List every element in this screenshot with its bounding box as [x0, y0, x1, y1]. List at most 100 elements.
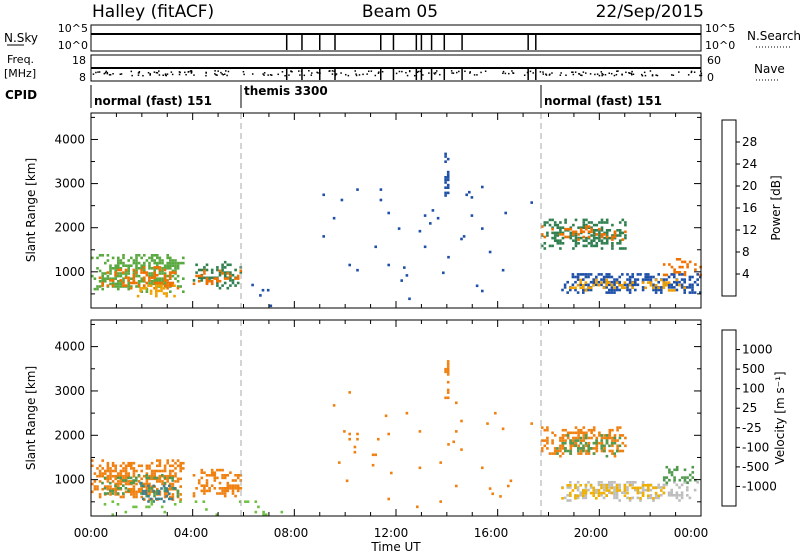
data-cell	[569, 494, 572, 497]
data-cell	[675, 496, 679, 500]
data-cell	[543, 242, 547, 245]
data-cell	[670, 473, 674, 477]
data-cell	[176, 480, 180, 483]
nave-point	[291, 70, 293, 73]
data-cell	[597, 483, 601, 487]
data-cell	[641, 481, 645, 484]
data-cell	[168, 276, 172, 280]
data-cell	[540, 225, 544, 228]
data-cell	[585, 236, 588, 240]
data-cell	[556, 231, 560, 235]
data-cell	[582, 496, 585, 500]
nave-point	[190, 72, 193, 74]
data-cell	[130, 461, 133, 465]
nave-point	[185, 73, 187, 76]
data-cell	[127, 287, 130, 291]
data-cell	[561, 436, 565, 440]
data-cell	[231, 484, 235, 487]
data-cell	[163, 464, 167, 468]
data-cell	[122, 479, 125, 482]
data-cell	[618, 229, 622, 232]
data-cell	[455, 401, 458, 405]
data-cell	[584, 496, 588, 500]
data-cell	[127, 476, 130, 480]
data-cell	[142, 492, 145, 495]
data-cell	[127, 264, 130, 267]
data-cell	[626, 283, 629, 287]
data-cell	[166, 286, 169, 290]
data-cell	[569, 491, 572, 495]
data-cell	[605, 441, 609, 445]
nave-point	[347, 74, 350, 77]
data-cell	[179, 461, 182, 465]
data-cell	[127, 259, 130, 262]
data-cell	[119, 261, 123, 265]
nave-point	[484, 70, 487, 72]
data-cell	[213, 487, 217, 490]
nave-point	[335, 73, 337, 76]
data-cell	[140, 267, 143, 270]
data-cell	[608, 486, 611, 489]
data-cell	[119, 474, 123, 478]
nave-point	[598, 74, 601, 77]
data-cell	[644, 278, 647, 281]
colorbar-tick-label: 25	[742, 401, 757, 415]
data-cell	[608, 434, 612, 437]
data-cell	[572, 230, 575, 234]
data-cell	[119, 274, 123, 278]
data-cell	[611, 244, 614, 248]
data-cell	[117, 287, 120, 291]
nave-point	[406, 74, 409, 77]
data-cell	[166, 284, 169, 287]
data-cell	[148, 261, 151, 265]
data-cell	[390, 471, 393, 475]
data-cell	[194, 500, 198, 503]
nsky-left-tick-top: 10^5	[58, 22, 88, 35]
data-cell	[603, 236, 606, 240]
data-cell	[101, 281, 104, 285]
nave-point	[263, 74, 265, 76]
data-cell	[153, 494, 156, 498]
data-cell	[675, 494, 679, 497]
data-cell	[223, 273, 227, 277]
data-cell	[166, 474, 169, 478]
data-cell	[680, 278, 684, 281]
data-cell	[182, 261, 185, 265]
nave-point	[137, 74, 140, 76]
nave-point	[464, 70, 466, 73]
data-cell	[600, 481, 603, 484]
data-cell	[158, 256, 162, 260]
data-cell	[696, 283, 699, 287]
data-cell	[654, 486, 658, 490]
data-cell	[668, 478, 671, 482]
data-cell	[582, 291, 585, 294]
data-cell	[595, 229, 599, 232]
data-cell	[218, 273, 222, 277]
data-cell	[587, 275, 590, 279]
nave-point	[656, 74, 659, 77]
data-cell	[673, 275, 676, 279]
nave-point	[582, 71, 585, 73]
nave-point	[551, 72, 553, 74]
data-cell	[460, 448, 463, 451]
data-cell	[374, 453, 377, 457]
data-cell	[602, 488, 606, 492]
data-cell	[446, 183, 450, 187]
data-cell	[576, 291, 580, 294]
data-cell	[119, 272, 123, 275]
data-cell	[161, 280, 164, 283]
data-cell	[611, 449, 614, 453]
data-cell	[205, 263, 209, 267]
data-cell	[132, 467, 136, 470]
data-cell	[162, 287, 166, 290]
data-cell	[166, 279, 169, 282]
data-cell	[208, 487, 211, 490]
data-cell	[582, 494, 585, 497]
data-cell	[654, 288, 658, 292]
data-cell	[158, 464, 162, 468]
data-cell	[145, 505, 148, 509]
data-cell	[161, 474, 164, 477]
data-cell	[616, 449, 619, 453]
data-cell	[101, 277, 104, 280]
